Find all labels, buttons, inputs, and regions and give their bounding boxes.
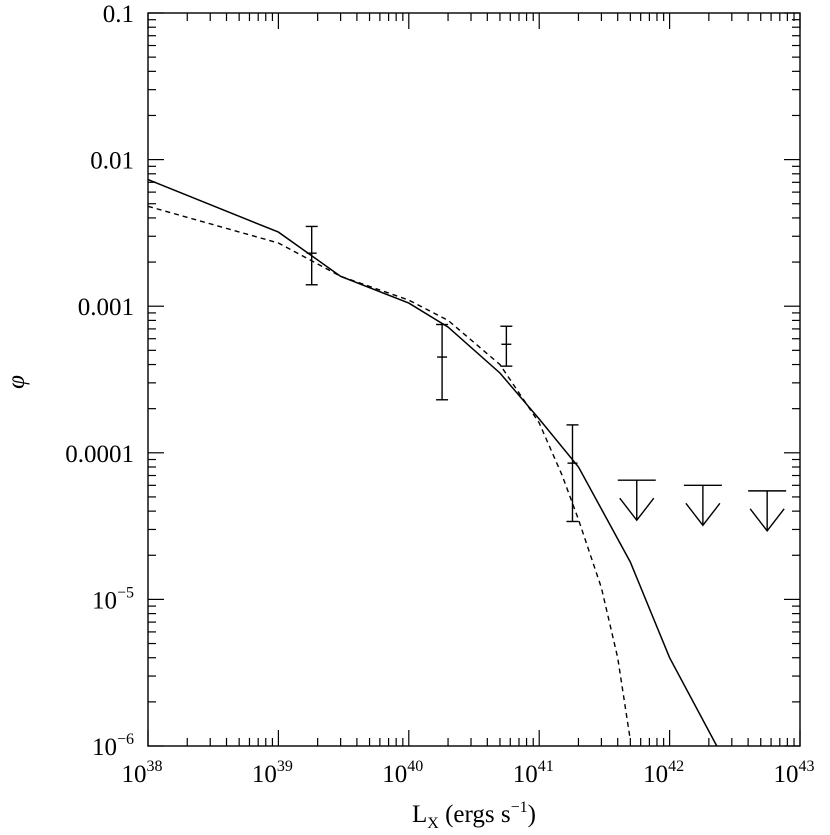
upper-limit-arrow	[617, 479, 656, 522]
upper-limit-arrow	[683, 484, 722, 527]
series-layer	[147, 178, 718, 747]
data-point	[436, 323, 449, 401]
upper-limits-layer	[617, 479, 787, 533]
y-tick-label: 10−5	[92, 584, 134, 614]
y-tick-label: 0.001	[78, 294, 134, 321]
x-tick-label: 1040	[382, 758, 423, 788]
data-point	[500, 325, 513, 367]
x-tick-label: 1042	[643, 758, 684, 788]
y-tick-labels: 0.1 0.01 0.001 0.0001 10−5 10−6	[65, 1, 134, 761]
data-point	[305, 225, 318, 286]
major-ticks	[147, 12, 801, 747]
dashed-model-curve	[147, 205, 631, 741]
upper-limit-head	[685, 502, 721, 527]
y-tick-label: 0.01	[90, 148, 134, 175]
minor-ticks	[148, 13, 800, 746]
plot-frame	[147, 12, 801, 747]
y-tick-label: 10−6	[92, 731, 134, 761]
x-tick-labels: 1038 1039 1040 1041 1042 1043	[122, 758, 815, 788]
upper-limit-head	[749, 508, 785, 533]
y-tick-label: 0.1	[103, 1, 134, 28]
solid-model-curve	[147, 178, 718, 747]
upper-limit-head	[619, 497, 655, 522]
data-points-layer	[305, 225, 579, 523]
x-tick-label: 1039	[252, 758, 293, 788]
x-tick-label: 1041	[513, 758, 554, 788]
data-point	[566, 424, 579, 523]
x-tick-label: 1038	[122, 758, 163, 788]
x-tick-label: 1043	[774, 758, 815, 788]
y-tick-label: 0.0001	[65, 441, 134, 468]
y-axis-label: φ	[3, 375, 30, 389]
upper-limit-arrow	[748, 490, 787, 533]
x-axis-label: LX (ergs s−1)	[412, 799, 536, 832]
